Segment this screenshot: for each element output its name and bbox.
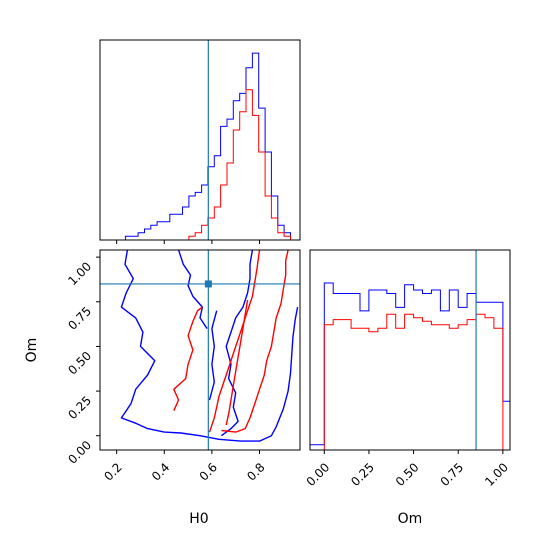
y-axis-label-om: Om: [24, 338, 40, 363]
y-tick-label: 0.00: [65, 438, 94, 467]
x-tick-label: 0.2: [101, 460, 124, 483]
hist-h0-frame: [99, 39, 301, 241]
x-tick-label: 0.25: [348, 460, 377, 489]
truth-marker: [204, 280, 212, 288]
x-tick-label: 0.8: [244, 460, 267, 483]
y-tick-label: 1.00: [65, 259, 94, 288]
hist-om-frame: [309, 249, 511, 451]
hist-series-0: [309, 282, 511, 450]
hist-series-1: [100, 89, 300, 241]
y-tick-label: 0.75: [65, 304, 94, 333]
contour-7: [225, 299, 249, 426]
x-axis-label-h0: H0: [189, 511, 208, 527]
hist-om-panel: 0.00 0.25 0.50 0.75 1.00: [304, 249, 511, 489]
x-tick-label: 0.4: [149, 460, 172, 483]
contour-0: [120, 250, 299, 442]
hist-series-1: [310, 313, 510, 451]
contour-lines: [120, 250, 299, 442]
contour-6: [221, 250, 289, 433]
h0-om-contour-panel: 0.2 0.4 0.6 0.8 0.00 0.25 0.50 0.75 1.00: [65, 249, 301, 484]
contour-frame: [99, 249, 301, 451]
x-tick-label: 0.00: [304, 460, 333, 489]
y-tick-label: 0.25: [65, 393, 94, 422]
contour-3: [208, 310, 218, 401]
hist-h0-panel: [99, 39, 301, 244]
x-tick-label: 0.6: [197, 460, 220, 483]
contour-2: [177, 250, 208, 329]
x-tick-label: 1.00: [482, 460, 511, 489]
x-axis-label-om: Om: [398, 511, 423, 527]
hist-series-0: [100, 52, 300, 241]
contour-4: [173, 306, 203, 411]
x-tick-label: 0.75: [438, 460, 467, 489]
contour-5: [208, 250, 261, 433]
y-tick-label: 0.50: [65, 349, 94, 378]
x-tick-label: 0.50: [393, 460, 422, 489]
